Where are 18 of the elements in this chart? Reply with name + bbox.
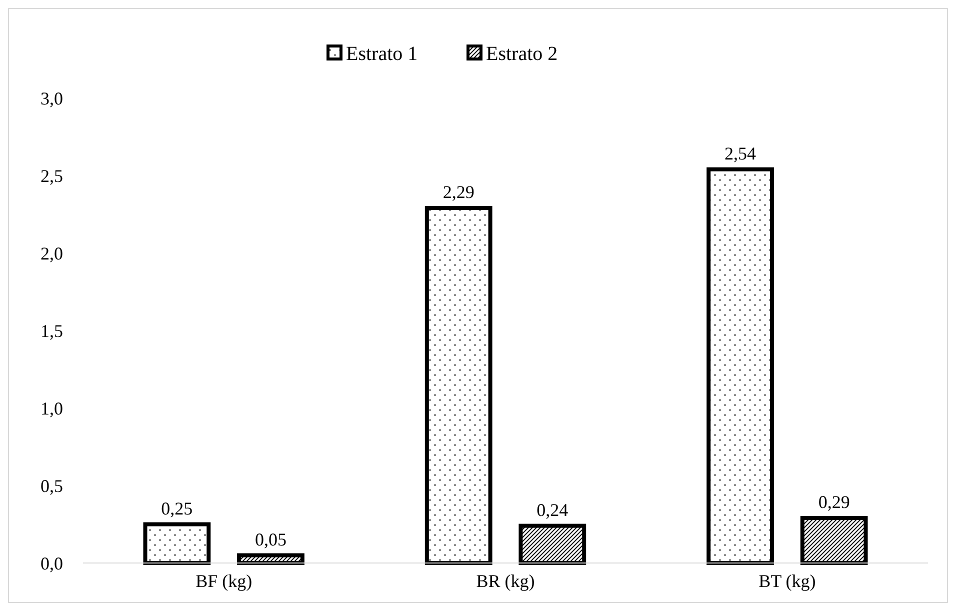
data-label: 0,24 (536, 500, 568, 520)
y-tick-label: 1,0 (40, 398, 63, 418)
data-label: 0,29 (818, 492, 850, 512)
data-label: 0,05 (254, 529, 286, 550)
legend-label: Estrato 2 (486, 43, 558, 65)
y-tick-label: 0,5 (40, 476, 63, 496)
data-label: 2,54 (724, 143, 756, 164)
y-tick-label: 3,0 (40, 88, 63, 108)
y-tick-label: 0,0 (40, 553, 63, 574)
x-tick-label: BF (kg) (196, 571, 252, 591)
y-tick-label: 2,0 (40, 243, 63, 264)
data-label: 0,25 (161, 498, 193, 518)
legend-label: Estrato 1 (346, 43, 418, 65)
y-tick-label: 1,5 (40, 320, 63, 341)
x-tick-label: BT (kg) (758, 571, 816, 591)
x-tick-label: BR (kg) (476, 571, 535, 591)
y-tick-label: 2,5 (40, 166, 63, 186)
data-label: 2,29 (442, 182, 474, 202)
